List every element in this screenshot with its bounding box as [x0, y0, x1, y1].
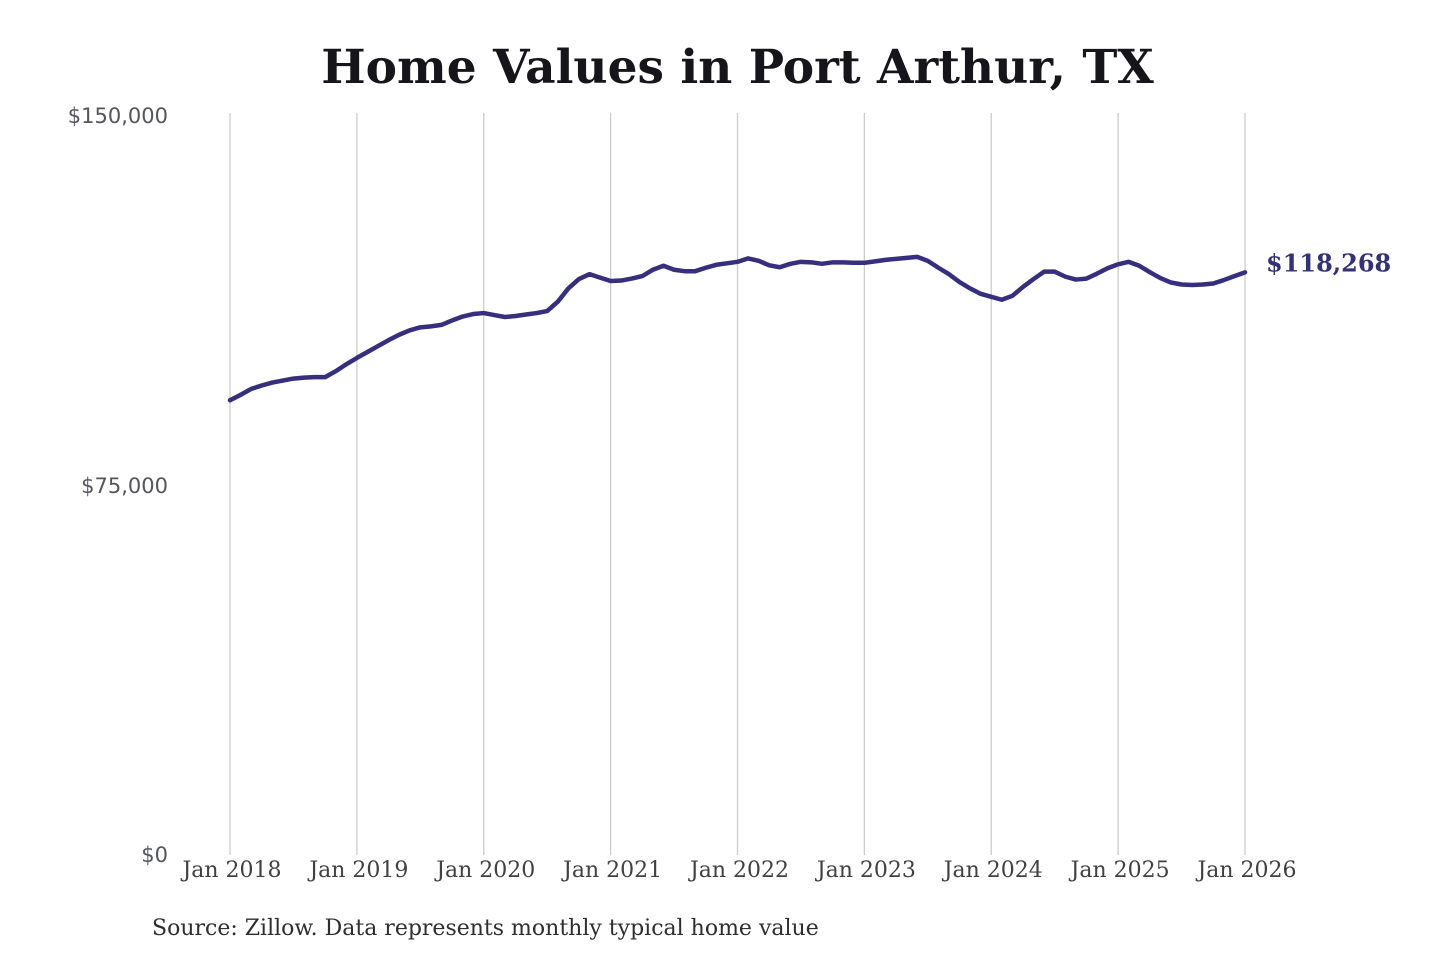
x-axis-label: Jan 2021: [563, 858, 663, 883]
x-axis-label: Jan 2025: [1070, 858, 1170, 883]
gridlines: [229, 113, 1246, 855]
x-axis-label: Jan 2023: [816, 858, 916, 883]
x-axis-label: Jan 2024: [943, 858, 1043, 883]
chart-title: Home Values in Port Arthur, TX: [321, 40, 1154, 95]
y-axis-label: $0: [141, 843, 168, 867]
source-note: Source: Zillow. Data represents monthly …: [152, 916, 819, 941]
x-axis-label: Jan 2018: [182, 858, 282, 883]
x-axis-label: Jan 2026: [1197, 858, 1297, 883]
y-axis-label: $75,000: [81, 473, 168, 498]
x-axis-label: Jan 2020: [436, 858, 536, 883]
latest-value-label: $118,268: [1266, 248, 1392, 278]
home-value-line: [227, 254, 1248, 403]
x-axis-label: Jan 2022: [689, 858, 790, 883]
y-axis-label: $150,000: [67, 104, 168, 128]
x-axis-label: Jan 2019: [309, 858, 409, 883]
